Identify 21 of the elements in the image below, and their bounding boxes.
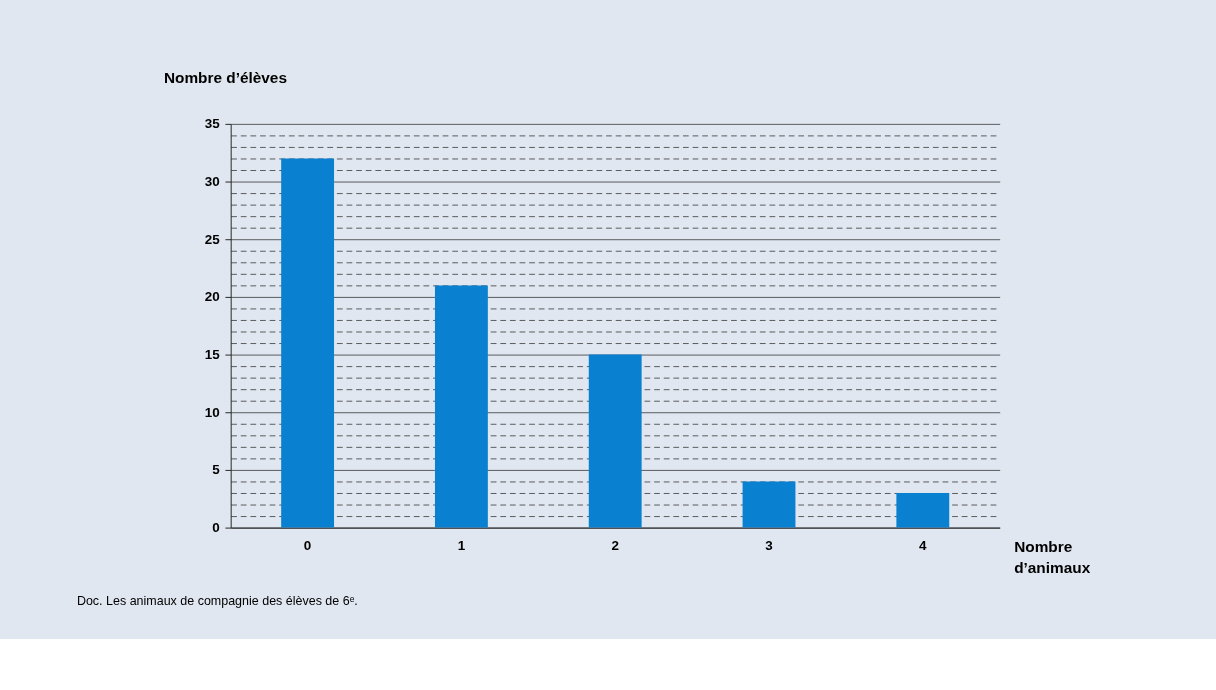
x-tick-label: 4: [919, 538, 928, 554]
bar: [281, 158, 335, 528]
y-tick-label: 15: [204, 346, 221, 362]
y-tick-label: 35: [204, 116, 221, 132]
x-tick-label: 3: [765, 538, 773, 554]
y-tick-label: 30: [204, 173, 220, 189]
y-tick-label: 10: [204, 404, 220, 420]
x-axis-title: Nombre d’animaux: [1014, 537, 1091, 576]
y-tick-label: 5: [212, 462, 221, 478]
bar: [588, 354, 642, 528]
y-tick-label: 20: [204, 289, 220, 305]
y-tick-label: 0: [212, 519, 220, 535]
bar: [896, 493, 950, 528]
y-tick-label: 25: [204, 231, 221, 247]
x-tick-label: 2: [611, 538, 619, 554]
text: Doc. Les animaux de compagnie des élèves de 6ᵉ.: [76, 593, 358, 608]
bar: [434, 285, 488, 528]
x-tick-label: 1: [457, 538, 466, 554]
x-tick-label: 0: [303, 538, 312, 554]
y-axis-title: Nombre d’élèves: [163, 69, 287, 87]
bar: [742, 481, 796, 528]
